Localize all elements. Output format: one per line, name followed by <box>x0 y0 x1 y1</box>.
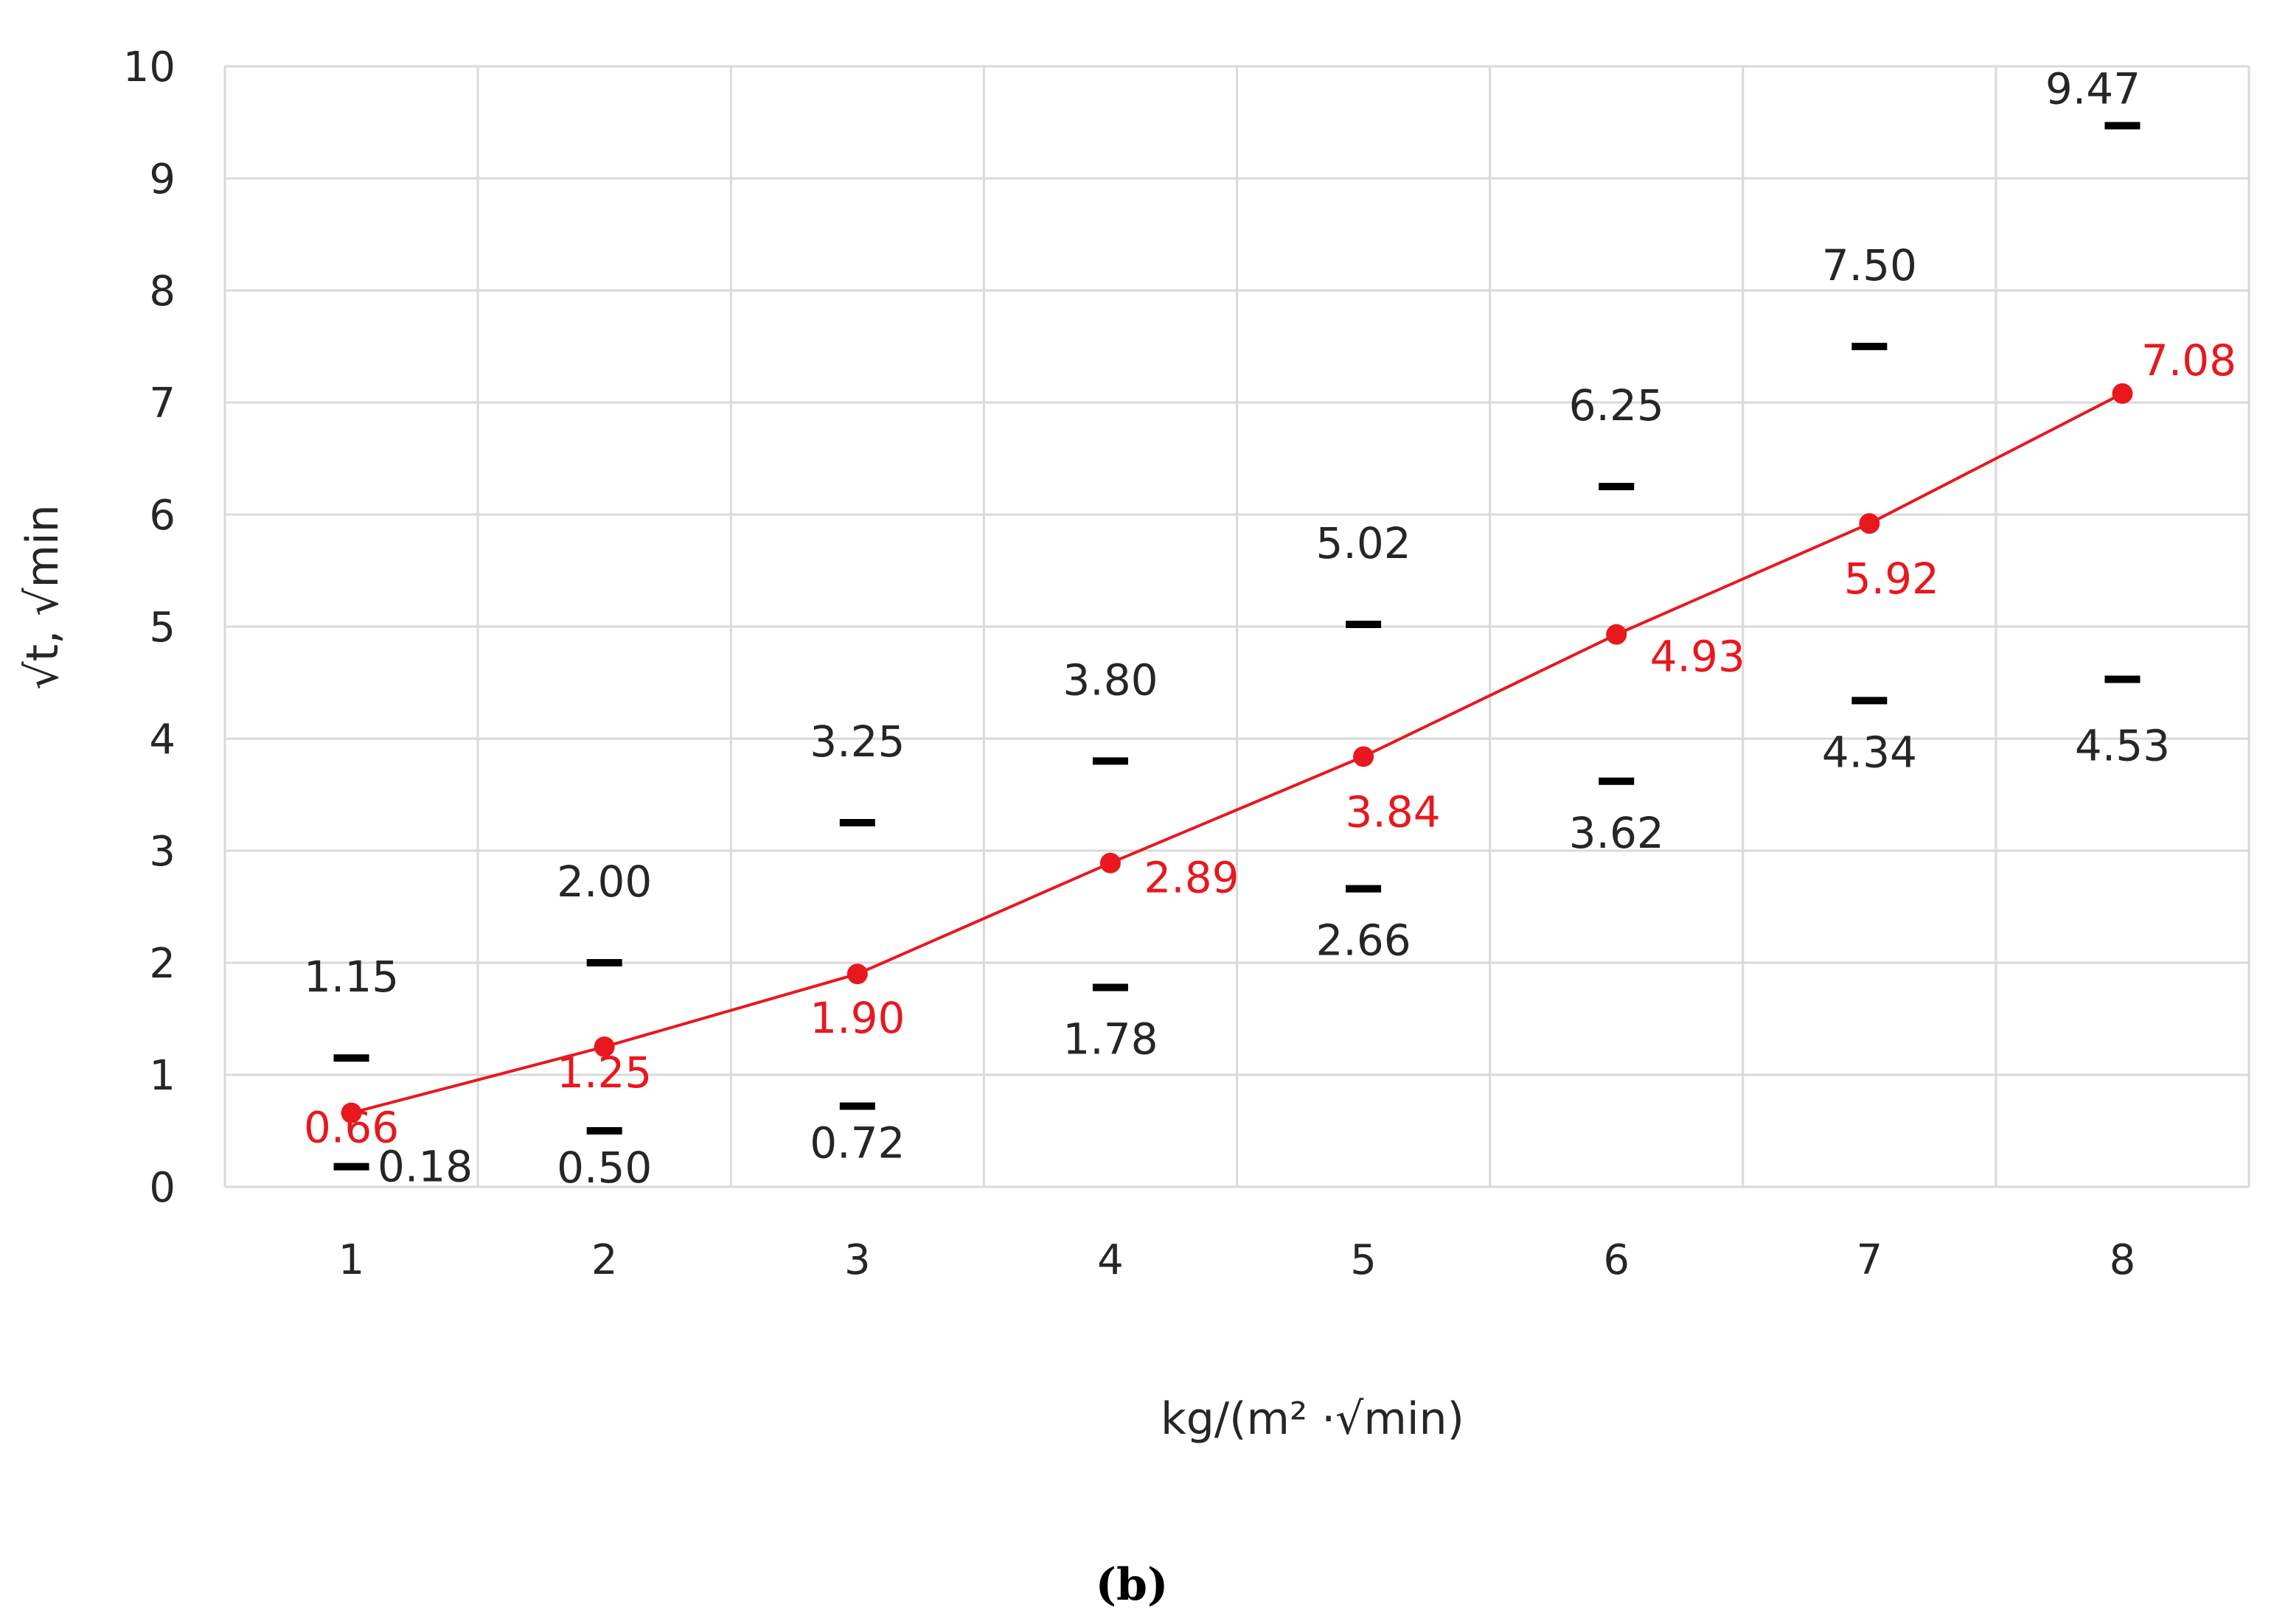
mean-point <box>1606 624 1627 645</box>
x-tick-label: 7 <box>1856 1236 1882 1284</box>
y-tick-label: 2 <box>149 940 175 988</box>
y-tick-label: 10 <box>123 43 175 91</box>
y-tick-label: 3 <box>149 828 175 876</box>
mean-point <box>2112 383 2133 404</box>
mean-line <box>351 392 2124 1115</box>
mean-value-label: 0.66 <box>304 1103 399 1153</box>
lower-value-label: 4.53 <box>2075 720 2170 770</box>
y-tick-label: 0 <box>149 1164 175 1212</box>
y-tick-label: 1 <box>149 1052 175 1100</box>
mean-value-label: 3.84 <box>1345 787 1440 837</box>
y-axis-title: √t, √min <box>17 504 69 689</box>
mean-value-label: 5.92 <box>1844 554 1939 604</box>
grid <box>223 65 2250 1188</box>
y-tick-label: 7 <box>149 380 175 428</box>
upper-value-label: 3.80 <box>1063 655 1158 705</box>
mean-value-label: 4.93 <box>1650 632 1745 682</box>
upper-value-label: 1.15 <box>304 952 399 1002</box>
upper-value-label: 6.25 <box>1569 380 1664 431</box>
upper-value-label: 5.02 <box>1315 518 1411 568</box>
panel-label: (b) <box>1096 1559 1169 1611</box>
x-tick-label: 6 <box>1603 1236 1630 1284</box>
lower-value-label: 0.72 <box>810 1118 905 1168</box>
mean-point <box>1859 513 1880 534</box>
mean-value-label: 2.89 <box>1144 853 1239 903</box>
lower-value-label: 1.78 <box>1063 1014 1158 1064</box>
y-tick-label: 9 <box>149 156 175 203</box>
mean-point <box>341 1102 362 1123</box>
y-tick-label: 6 <box>149 492 175 540</box>
lower-value-label: 3.62 <box>1569 808 1664 858</box>
x-tick-label: 2 <box>591 1236 618 1284</box>
lower-value-label: 2.66 <box>1315 916 1411 966</box>
upper-value-label: 7.50 <box>1822 240 1917 290</box>
upper-value-label: 3.25 <box>810 717 905 767</box>
lower-value-label: 4.34 <box>1822 727 1917 777</box>
y-tick-label: 4 <box>149 716 175 764</box>
x-tick-label: 5 <box>1350 1236 1377 1284</box>
x-tick-label: 1 <box>338 1236 365 1284</box>
mean-value-label: 1.25 <box>557 1048 652 1098</box>
mean-point <box>594 1036 615 1057</box>
x-tick-label: 4 <box>1097 1236 1124 1284</box>
upper-value-label: 9.47 <box>2045 64 2141 114</box>
lower-value-label: 0.50 <box>557 1143 652 1193</box>
x-axis-title: kg/(m² ·√min) <box>1161 1393 1464 1445</box>
x-tick-label: 8 <box>2110 1236 2136 1284</box>
mean-value-label: 7.08 <box>2141 335 2236 386</box>
y-tick-label: 5 <box>149 604 175 652</box>
x-tick-labels: 1 2 3 4 5 6 7 8 <box>338 1236 2136 1284</box>
y-tick-label: 8 <box>149 268 175 316</box>
mean-point <box>1353 746 1374 767</box>
mean-value-label: 1.90 <box>810 993 905 1043</box>
lower-value-label: 0.18 <box>378 1142 473 1192</box>
y-tick-labels: 0 1 2 3 4 5 6 7 8 9 10 <box>123 43 175 1212</box>
upper-value-label: 2.00 <box>557 857 652 907</box>
mean-point <box>1099 852 1121 874</box>
x-tick-label: 3 <box>844 1236 871 1284</box>
mean-point <box>846 963 868 985</box>
data-marks: 1.15 2.00 3.25 3.80 5.02 6.25 7.50 9.47 0.18 0.50… <box>304 64 2236 1193</box>
